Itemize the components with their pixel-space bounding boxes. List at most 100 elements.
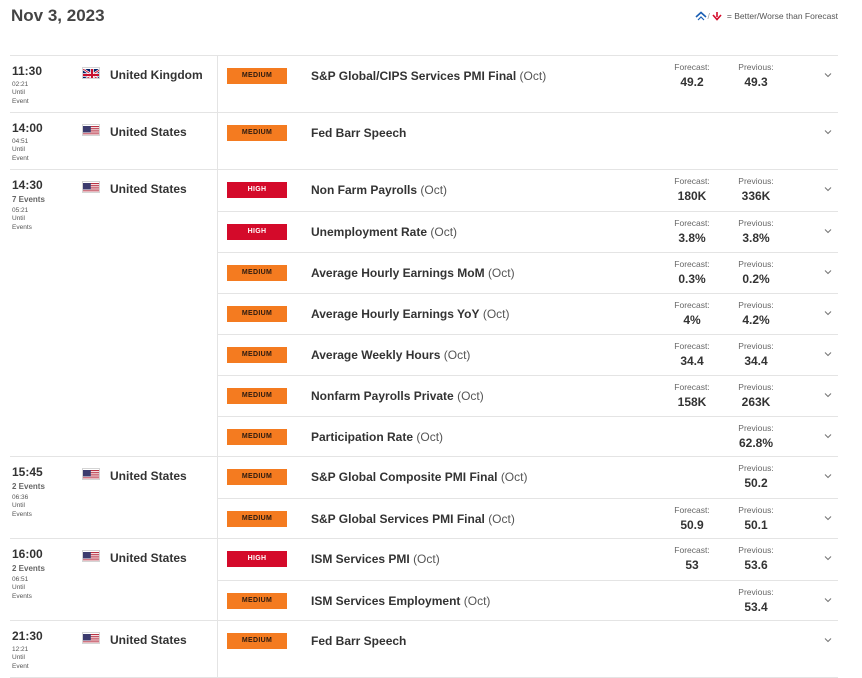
chevron-down-icon[interactable] [824, 126, 832, 138]
countdown: 12:21 Until Event [12, 646, 29, 671]
chevron-down-icon[interactable] [824, 594, 832, 606]
chevron-down-icon[interactable] [824, 634, 832, 646]
chevron-down-icon[interactable] [824, 470, 832, 482]
events-list: MEDIUM S&P Global/CIPS Services PMI Final… [218, 56, 838, 112]
us-flag-icon [82, 124, 100, 136]
event-name[interactable]: Average Hourly Earnings MoM (Oct) [311, 266, 515, 280]
event-name[interactable]: Average Hourly Earnings YoY (Oct) [311, 307, 510, 321]
event-row[interactable]: MEDIUM S&P Global Services PMI Final (Oct… [218, 498, 838, 539]
countdown: 02:21 Until Event [12, 81, 29, 106]
event-title: Fed Barr Speech [311, 126, 407, 140]
event-period: (Oct) [482, 307, 510, 321]
chevron-down-icon[interactable] [824, 69, 832, 81]
impact-badge: MEDIUM [227, 347, 287, 363]
events-count[interactable]: 2 Events [12, 482, 45, 491]
event-period: (Oct) [500, 470, 528, 484]
previous-cell: Previous: 263K [728, 382, 784, 409]
event-row[interactable]: HIGH Unemployment Rate (Oct) Forecast: 3.8%… [218, 211, 838, 252]
event-title: S&P Global Composite PMI Final [311, 470, 498, 484]
chevron-down-icon[interactable] [824, 266, 832, 278]
countdown-line: Events [12, 223, 32, 231]
event-row[interactable]: MEDIUM ISM Services Employment (Oct) Previ… [218, 580, 838, 621]
event-row[interactable]: MEDIUM S&P Global/CIPS Services PMI Final… [218, 56, 838, 113]
impact-badge: HIGH [227, 224, 287, 240]
previous-cell: Previous: 34.4 [728, 341, 784, 368]
impact-badge: MEDIUM [227, 265, 287, 281]
events-count[interactable]: 2 Events [12, 564, 45, 573]
event-name[interactable]: Fed Barr Speech [311, 126, 406, 140]
chevron-down-icon[interactable] [824, 348, 832, 360]
previous-cell: Previous: 0.2% [728, 259, 784, 286]
previous-cell: Previous: 50.1 [728, 505, 784, 532]
chevron-down-icon[interactable] [824, 183, 832, 195]
forecast-cell: Forecast: 180K [664, 176, 720, 203]
event-row[interactable]: MEDIUM Average Weekly Hours (Oct) Forecast… [218, 334, 838, 375]
event-title: ISM Services Employment [311, 594, 461, 608]
chevron-down-icon[interactable] [824, 552, 832, 564]
countdown-line: 12:21 [12, 646, 29, 653]
event-name[interactable]: Fed Barr Speech [311, 634, 406, 648]
event-row[interactable]: MEDIUM Nonfarm Payrolls Private (Oct) Fore… [218, 375, 838, 416]
event-name[interactable]: S&P Global Composite PMI Final (Oct) [311, 470, 527, 484]
event-row[interactable]: HIGH Non Farm Payrolls (Oct) Forecast: 180K… [218, 170, 838, 211]
event-name[interactable]: Participation Rate (Oct) [311, 430, 443, 444]
chevron-down-icon[interactable] [824, 307, 832, 319]
event-name[interactable]: ISM Services PMI (Oct) [311, 552, 440, 566]
event-title: Non Farm Payrolls [311, 183, 418, 197]
forecast-label: Forecast: [674, 218, 710, 228]
impact-badge: HIGH [227, 551, 287, 567]
event-group: 16:00 2 Events 06:51 Until Events United Stat… [10, 539, 838, 621]
impact-badge: MEDIUM [227, 511, 287, 527]
event-title: Average Hourly Earnings MoM [311, 266, 485, 280]
countdown-line: Event [12, 154, 29, 162]
event-name[interactable]: S&P Global/CIPS Services PMI Final (Oct) [311, 69, 546, 83]
events-list: HIGH ISM Services PMI (Oct) Forecast: 53 Pre… [218, 539, 838, 620]
forecast-value: 34.4 [680, 354, 704, 368]
event-row[interactable]: MEDIUM Fed Barr Speech [218, 113, 838, 170]
chevron-down-icon[interactable] [824, 389, 832, 401]
forecast-cell: Forecast: 158K [664, 382, 720, 409]
previous-label: Previous: [738, 545, 774, 555]
event-period: (Oct) [420, 183, 448, 197]
event-name[interactable]: Unemployment Rate (Oct) [311, 225, 457, 239]
event-row[interactable]: MEDIUM Fed Barr Speech [218, 621, 838, 678]
event-period: (Oct) [463, 594, 491, 608]
event-period: (Oct) [488, 512, 515, 526]
forecast-value: 0.3% [678, 272, 706, 286]
previous-value: 3.8% [742, 231, 770, 245]
event-name[interactable]: S&P Global Services PMI Final (Oct) [311, 512, 515, 526]
forecast-value: 158K [677, 395, 707, 409]
previous-value: 4.2% [742, 313, 770, 327]
forecast-cell: Forecast: 0.3% [664, 259, 720, 286]
forecast-value: 3.8% [678, 231, 706, 245]
event-title: S&P Global/CIPS Services PMI Final [311, 69, 517, 83]
countdown-line: 06:36 [12, 494, 29, 501]
impact-badge: MEDIUM [227, 469, 287, 485]
event-group: 14:00 04:51 Until Event United States MEDIUM F… [10, 113, 838, 170]
event-name[interactable]: Average Weekly Hours (Oct) [311, 348, 470, 362]
countdown-line: Until [12, 146, 26, 154]
previous-label: Previous: [738, 463, 774, 473]
impact-badge: MEDIUM [227, 429, 287, 445]
previous-value: 53.4 [744, 600, 768, 614]
events-list: MEDIUM S&P Global Composite PMI Final (Oc… [218, 457, 838, 538]
event-row[interactable]: MEDIUM Average Hourly Earnings YoY (Oct) F… [218, 293, 838, 334]
previous-cell: Previous: 336K [728, 176, 784, 203]
event-row[interactable]: MEDIUM Average Hourly Earnings MoM (Oct) F… [218, 252, 838, 293]
countdown-line: Until [12, 215, 26, 223]
event-row[interactable]: MEDIUM S&P Global Composite PMI Final (Oc… [218, 457, 838, 498]
event-name[interactable]: ISM Services Employment (Oct) [311, 594, 490, 608]
previous-value: 49.3 [744, 75, 768, 89]
event-row[interactable]: MEDIUM Participation Rate (Oct) Previous: 6… [218, 416, 838, 457]
chevron-down-icon[interactable] [824, 225, 832, 237]
event-name[interactable]: Non Farm Payrolls (Oct) [311, 183, 447, 197]
countdown: 04:51 Until Event [12, 138, 29, 163]
time-country-cell: 15:45 2 Events 06:36 Until Events United Stat… [10, 457, 218, 538]
us-flag-icon [82, 468, 100, 480]
chevron-down-icon[interactable] [824, 430, 832, 442]
chevron-down-icon[interactable] [824, 512, 832, 524]
forecast-label: Forecast: [674, 382, 710, 392]
event-row[interactable]: HIGH ISM Services PMI (Oct) Forecast: 53 Pre… [218, 539, 838, 580]
event-name[interactable]: Nonfarm Payrolls Private (Oct) [311, 389, 484, 403]
events-count[interactable]: 7 Events [12, 195, 45, 204]
